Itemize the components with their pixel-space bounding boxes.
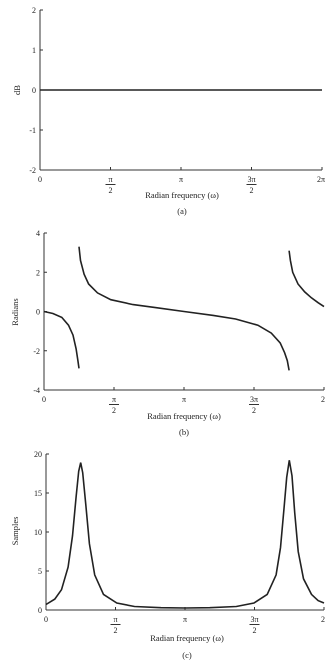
caption-b: (b): [179, 427, 189, 437]
x-tick-label-b: 3π: [250, 395, 258, 404]
y-tick-label-c: 20: [34, 450, 42, 459]
ylabel-b: Radians: [10, 298, 20, 325]
x-tick-label-b: 2: [252, 406, 256, 415]
y-tick-label-a: 1: [32, 46, 36, 55]
y-tick-label-a: 2: [32, 6, 36, 15]
x-tick-label-a: 2π: [317, 175, 325, 184]
xlabel-a: Radian frequency (ω): [145, 190, 219, 200]
x-tick-label-a: 0: [38, 175, 42, 184]
xlabel-b: Radian frequency (ω): [147, 411, 221, 421]
x-tick-label-c: 2: [321, 615, 325, 624]
caption-c: (c): [182, 650, 192, 660]
y-tick-label-a: -1: [29, 126, 36, 135]
series-line-b-1: [78, 246, 290, 371]
chart-c: Samples 0 5 10 15 20 0 π 2 π 3π 2 2 Radian frequenc…: [10, 450, 325, 660]
x-tick-label-b: 0: [42, 395, 46, 404]
y-tick-label-b: 0: [36, 308, 40, 317]
x-tick-label-b: 2: [112, 406, 116, 415]
x-tick-label-a: π: [179, 175, 183, 184]
y-tick-label-b: 4: [36, 229, 40, 238]
caption-a: (a): [177, 206, 187, 216]
series-line-b-2: [288, 250, 325, 308]
x-tick-label-c: π: [183, 615, 187, 624]
y-tick-label-b: 2: [36, 268, 40, 277]
x-tick-label-c: π: [113, 615, 117, 624]
ylabel-c: Samples: [10, 517, 20, 546]
x-tick-label-a: 2: [250, 186, 254, 195]
y-tick-label-a: 0: [32, 86, 36, 95]
x-tick-label-a: π: [108, 175, 112, 184]
y-tick-label-b: -2: [33, 347, 40, 356]
x-tick-label-c: 3π: [250, 615, 258, 624]
series-line-c-0: [45, 460, 325, 609]
y-tick-label-c: 0: [38, 606, 42, 615]
series-line-b-0: [43, 310, 80, 369]
x-tick-label-c: 2: [114, 626, 118, 635]
x-tick-label-a: 2: [109, 186, 113, 195]
x-tick-label-c: 0: [44, 615, 48, 624]
x-tick-label-b: 2: [321, 395, 325, 404]
y-tick-label-c: 10: [34, 528, 42, 537]
y-tick-label-c: 15: [34, 489, 42, 498]
ylabel-a: dB: [12, 85, 22, 95]
chart-b: Radians -4 -2 0 2 4 0 π 2 π 3π 2 2 Radian frequency…: [10, 229, 325, 437]
y-tick-label-a: -2: [29, 166, 36, 175]
x-tick-label-a: 3π: [247, 175, 255, 184]
y-tick-label-c: 5: [38, 567, 42, 576]
y-tick-label-b: -4: [33, 386, 40, 395]
x-tick-label-b: π: [112, 395, 116, 404]
xlabel-c: Radian frequency (ω): [150, 633, 224, 643]
x-tick-label-b: π: [182, 395, 186, 404]
x-tick-label-c: 2: [253, 626, 257, 635]
